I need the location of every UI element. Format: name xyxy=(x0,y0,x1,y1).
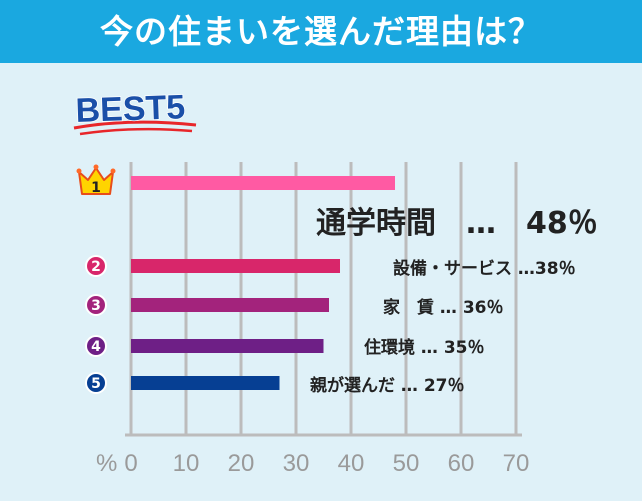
title-banner: 今の住まいを選んだ理由は？ xyxy=(0,0,642,63)
rank-label-2: 2 xyxy=(91,259,101,275)
bar-1 xyxy=(131,176,395,190)
tick-label-20: 20 xyxy=(228,450,255,477)
data-labels: 通学時間 … 48％ 設備・サービス …38％ 家 賃 … 36％ 住環境 … 35％… xyxy=(310,206,598,396)
chart-title: 今の住まいを選んだ理由は？ xyxy=(100,12,542,51)
bar-3 xyxy=(131,298,329,312)
crown-icon: 1 xyxy=(76,164,116,196)
rank-label-4: 4 xyxy=(91,339,101,355)
x-axis: 0 10 20 30 40 50 60 70 xyxy=(124,433,530,477)
chart-subtitle: BEST5 xyxy=(75,88,186,130)
tick-label-70: 70 xyxy=(503,450,530,477)
rank-label-5: 5 xyxy=(91,376,101,392)
bar-4 xyxy=(131,339,324,353)
bar-2 xyxy=(131,259,340,273)
bar-5 xyxy=(131,376,280,390)
data-label-2: 設備・サービス …38％ xyxy=(393,258,576,279)
tick-label-50: 50 xyxy=(393,450,420,477)
data-label-1: 通学時間 … 48％ xyxy=(316,206,598,241)
tick-label-30: 30 xyxy=(283,450,310,477)
rank-badges: 1 2 3 4 5 xyxy=(76,164,116,394)
rank-label-3: 3 xyxy=(91,298,101,314)
rank-label-1: 1 xyxy=(91,180,101,196)
rank-badge-3: 3 xyxy=(85,294,107,316)
unit-label: % xyxy=(96,450,117,477)
tick-label-40: 40 xyxy=(338,450,365,477)
rank-badge-4: 4 xyxy=(85,335,107,357)
bars-group xyxy=(131,176,395,390)
tick-label-10: 10 xyxy=(173,450,200,477)
data-label-5: 親が選んだ … 27％ xyxy=(310,375,465,396)
tick-label-60: 60 xyxy=(448,450,475,477)
subtitle-group: BEST5 xyxy=(73,87,197,136)
tick-label-0: 0 xyxy=(124,450,137,477)
rank-badge-5: 5 xyxy=(85,372,107,394)
data-label-4: 住環境 … 35％ xyxy=(364,337,485,358)
data-label-3: 家 賃 … 36％ xyxy=(383,297,504,318)
rank-badge-2: 2 xyxy=(85,255,107,277)
